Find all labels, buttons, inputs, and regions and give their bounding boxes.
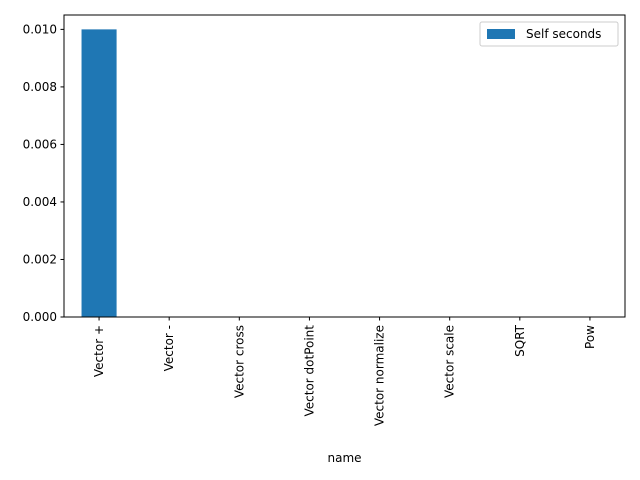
x-tick-label: Vector scale xyxy=(443,325,457,398)
x-tick-label: Pow xyxy=(583,325,597,349)
y-tick-label: 0.002 xyxy=(23,252,57,266)
legend-box xyxy=(479,21,619,47)
plot-frame xyxy=(63,14,626,318)
x-tick-label: Vector dotPoint xyxy=(302,325,316,417)
legend-swatch xyxy=(487,29,515,39)
y-tick-label: 0.006 xyxy=(23,137,57,151)
x-axis-label: name xyxy=(327,451,361,465)
legend: Self seconds xyxy=(479,21,619,47)
bars-group xyxy=(81,29,117,318)
y-tick-label: 0.004 xyxy=(23,195,57,209)
x-tick-label: SQRT xyxy=(513,324,527,357)
x-tick-label: Vector - xyxy=(162,325,176,371)
x-tick-label: Vector cross xyxy=(232,325,246,398)
x-tick-label: Vector + xyxy=(92,325,106,377)
x-tick-label: Vector normalize xyxy=(373,325,387,426)
y-axis-ticks: 0.000 0.002 0.004 0.006 0.008 0.010 xyxy=(23,22,64,324)
y-tick-label: 0.010 xyxy=(23,22,57,36)
legend-label: Self seconds xyxy=(526,27,601,41)
y-tick-label: 0.000 xyxy=(23,310,57,324)
bar-0 xyxy=(81,29,117,318)
x-axis-ticks: Vector + Vector - Vector cross Vector dotPo… xyxy=(92,317,597,426)
y-tick-label: 0.008 xyxy=(23,80,57,94)
